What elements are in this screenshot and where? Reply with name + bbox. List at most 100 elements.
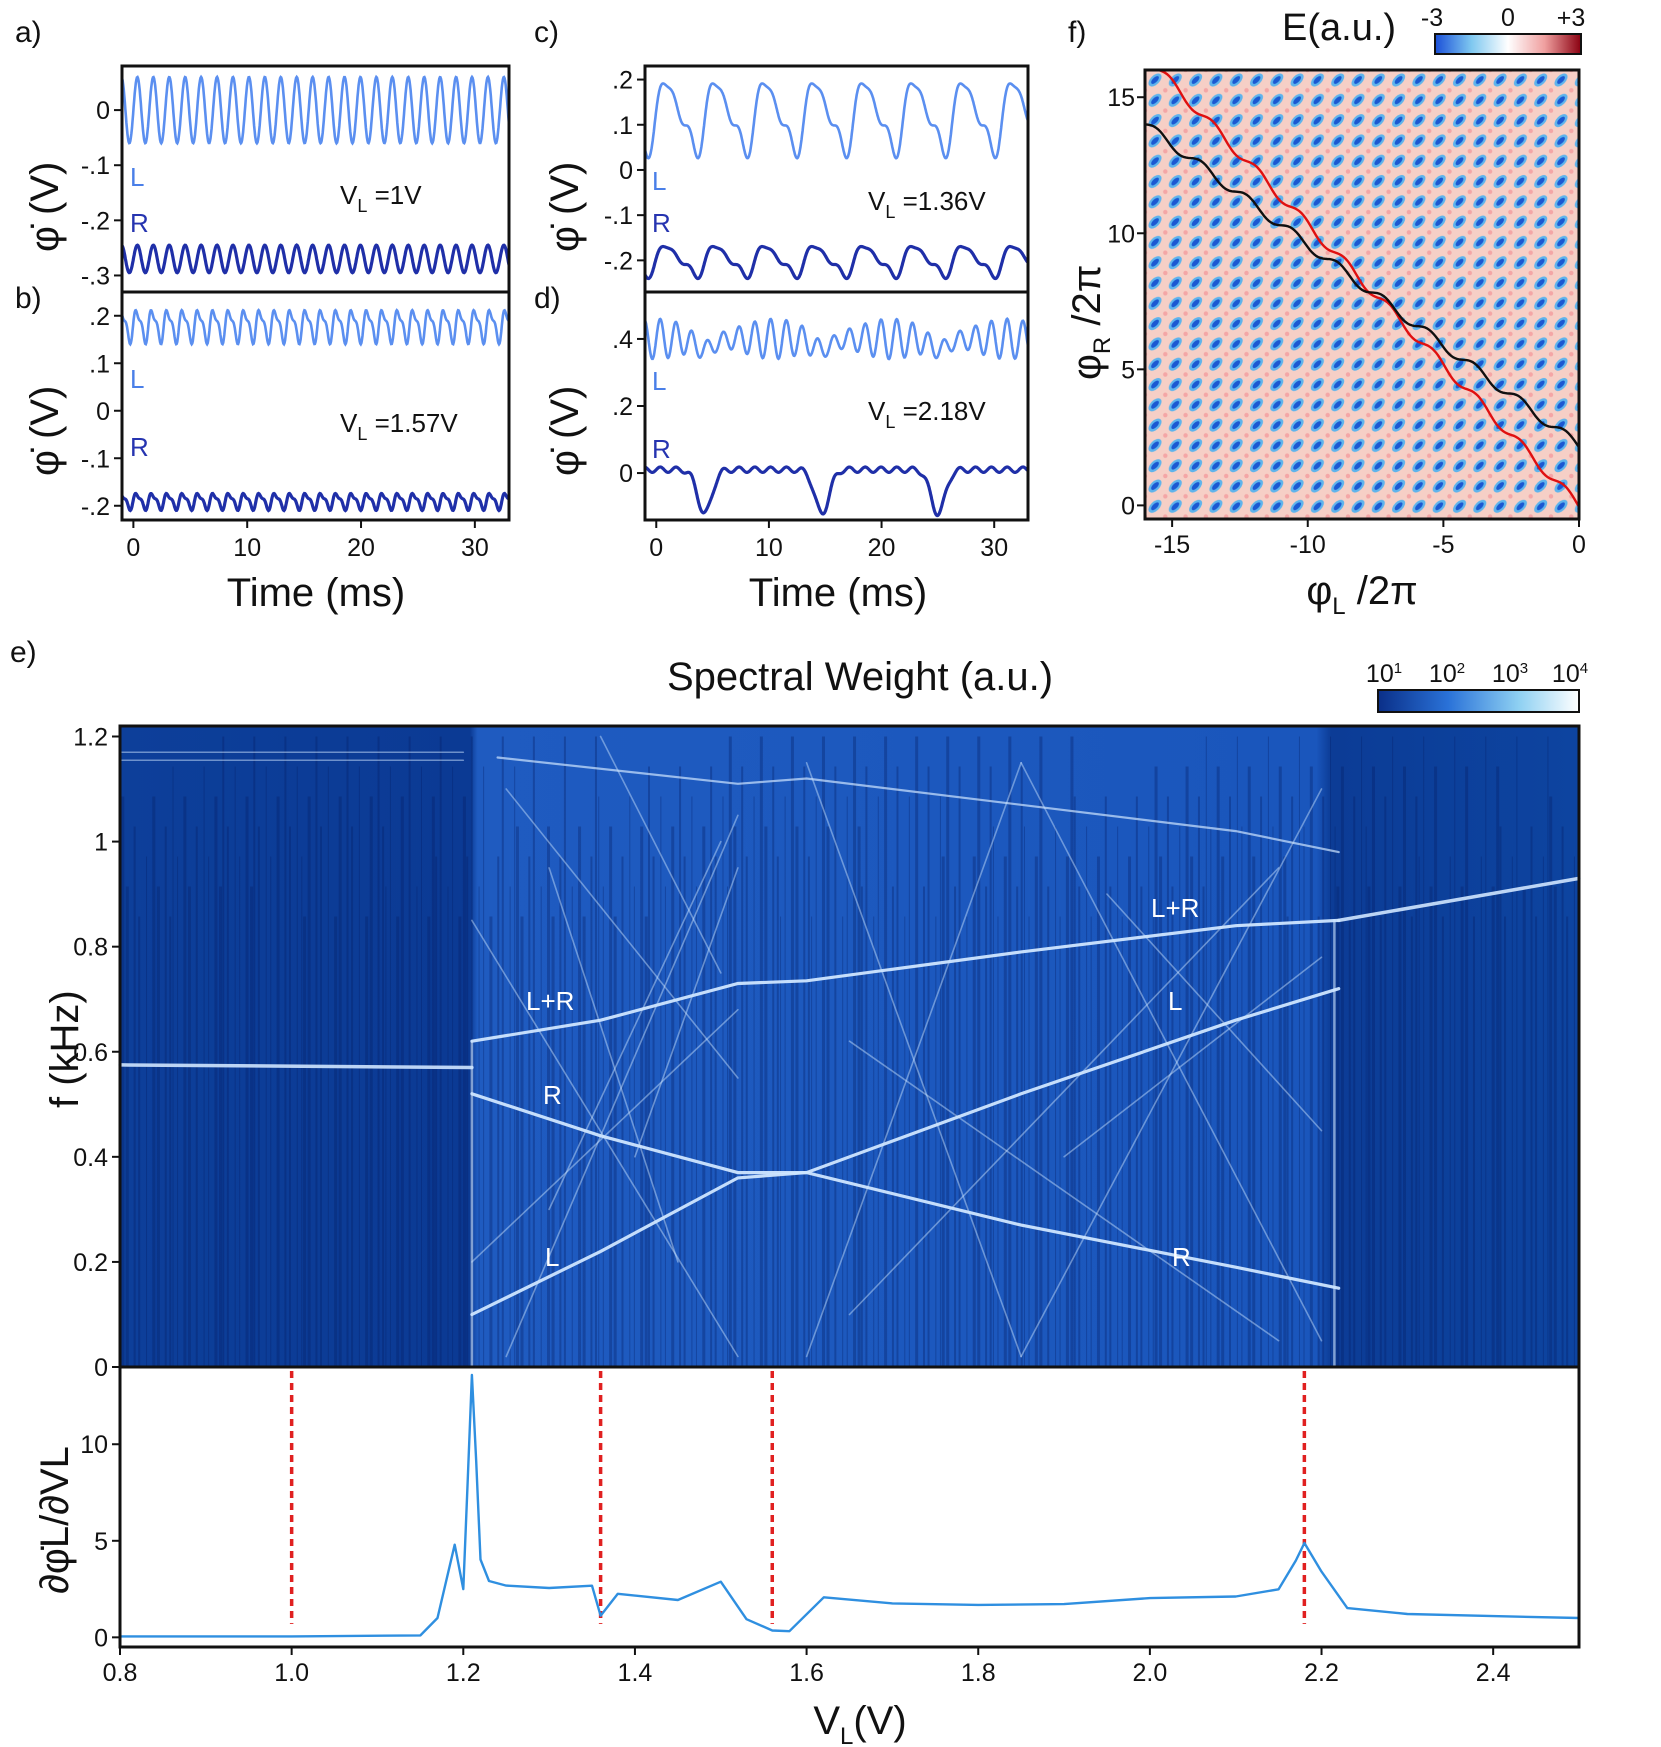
panel-f-xticks: -15 -10 -5 0	[1154, 519, 1586, 559]
panel-e-label: e)	[10, 636, 37, 669]
panel-b-vl-text: V	[340, 408, 358, 438]
ytick-label: .2	[612, 67, 633, 95]
panel-d-annot-L: L	[652, 366, 666, 396]
ytick-label: -.2	[604, 247, 633, 275]
spectral-line-secondary	[1106, 893, 1323, 1132]
panel-d-vl-val: =2.18V	[895, 396, 986, 426]
ytick-label: 0.8	[73, 934, 108, 962]
panel-a-vl-text: V	[340, 180, 358, 210]
xtick-label: 0	[1572, 531, 1586, 559]
panel-b-ylabel: φ̇ (V)	[23, 386, 67, 476]
xtick-label: 1.2	[446, 1659, 481, 1687]
panel-a-vl-val: =1V	[367, 180, 422, 210]
panel-f-ylabel-tail: /2π	[1065, 265, 1109, 337]
xtick-label: 1.0	[274, 1659, 309, 1687]
spectral-line-tone-high	[1336, 876, 1581, 923]
panel-d-xticks: 0 10 20 30	[649, 520, 1008, 562]
xtick-label: -15	[1154, 531, 1190, 559]
panel-f-cbar-tick: -3	[1421, 4, 1443, 32]
ytick-label: 15	[1107, 84, 1135, 112]
cbar-tick-base: 10	[1366, 660, 1394, 688]
panel-a-vl-annotation: VL =1V	[340, 180, 422, 216]
xtick-label: 30	[980, 534, 1008, 562]
panel-a-ylabel: φ̇ (V)	[23, 162, 67, 252]
panel-f-ylabel-main: φ	[1065, 354, 1109, 380]
panel-f-cbar-tick: +3	[1557, 4, 1586, 32]
panel-b: .2.10-.1-.2 0 10 20 30 L R VL =1.57V Time (…	[81, 290, 511, 615]
panel-a-annot-L: L	[130, 162, 144, 192]
xtick-label: 1.4	[618, 1659, 653, 1687]
spectral-line-secondary	[805, 762, 1022, 1358]
panel-a-traces	[120, 74, 511, 275]
panel-f-xlabel: φL /2π	[1306, 569, 1417, 620]
panel-e: 1.2 1 0.8 0.6 0.4 0.2 0 L+R R L L+R L R	[73, 724, 1581, 1382]
xtick-label: 30	[461, 534, 489, 562]
ytick-label: 0	[96, 398, 110, 426]
panel-c-vl-val: =1.36V	[895, 186, 986, 216]
ytick-label: .2	[612, 393, 633, 421]
panel-e-spectral-lines	[118, 735, 1581, 1369]
xtick-label: 20	[347, 534, 375, 562]
trace-R-b	[120, 491, 510, 513]
cbar-tick-base: 10	[1552, 660, 1580, 688]
xtick-label: 20	[868, 534, 896, 562]
panel-c-ylabel: φ̇ (V)	[543, 162, 587, 252]
panel-a-annot-R: R	[130, 208, 149, 238]
trace-L-b	[120, 308, 510, 347]
spectral-line-secondary	[848, 1040, 1280, 1342]
trace-R-c	[643, 244, 1030, 281]
panel-c-annot-R: R	[652, 208, 671, 238]
panel-e-colorbar	[1377, 689, 1580, 713]
panel-d: .4.20 0 10 20 30 L R VL =2.18V Time (ms)	[612, 290, 1030, 615]
ytick-label: 10	[1107, 220, 1135, 248]
panel-f-cbar-title: E(a.u.)	[1282, 7, 1396, 49]
spectral-line-secondary	[1020, 762, 1323, 1342]
ytick-label: 0.6	[73, 1039, 108, 1067]
panel-g-ylabel: ∂φ̇L/∂VL	[33, 1446, 77, 1594]
panel-b-label: b)	[15, 282, 42, 315]
panel-f-xlabel-main: φ	[1306, 569, 1332, 613]
spectral-line-secondary	[634, 867, 739, 1158]
panel-f-xlabel-sub: L	[1332, 593, 1345, 620]
spectral-line-secondary	[848, 867, 1280, 1316]
ytick-label: 5	[94, 1528, 108, 1556]
panel-b-traces	[120, 308, 510, 513]
panel-d-label: d)	[534, 282, 561, 315]
ytick-label: 0	[94, 1624, 108, 1652]
trace-L-d	[643, 317, 1030, 361]
ytick-label: -.1	[604, 202, 633, 230]
cbar-tick-label: 103	[1492, 660, 1528, 688]
ytick-label: 0	[619, 157, 633, 185]
panel-g-xticks: 0.8 1.0 1.2 1.4 1.6 1.8 2.0 2.2 2.4	[103, 1647, 1511, 1687]
spectral-line-secondary	[599, 735, 722, 974]
ytick-label: 10	[80, 1431, 108, 1459]
xtick-label: 0	[126, 534, 140, 562]
spectral-line-LR	[470, 918, 1341, 1043]
ytick-label: -.1	[81, 445, 110, 473]
ytick-label: 0.4	[73, 1144, 108, 1172]
panel-g-frame	[118, 1365, 1581, 1649]
panel-e-cbar-ticks: 101 102 103 104	[1366, 660, 1588, 688]
xtick-label: 0.8	[103, 1659, 138, 1687]
panel-g-curve-group	[120, 1371, 1580, 1638]
spectral-line-secondary	[548, 867, 679, 1263]
ytick-label: 5	[1121, 356, 1135, 384]
spectral-line-secondary	[1020, 788, 1323, 1358]
xtick-label: -10	[1290, 531, 1326, 559]
xtick-label: 2.2	[1304, 1659, 1339, 1687]
ytick-label: 1.2	[73, 724, 108, 752]
panel-g-xlabel-tail: (V)	[853, 1699, 906, 1743]
panel-f-label: f)	[1068, 16, 1086, 49]
panel-c: .2.10-.1-.2 L R VL =1.36V	[604, 64, 1030, 294]
spectral-line-secondary	[548, 840, 722, 1211]
trace-L-a	[120, 74, 511, 146]
spectral-line-secondary	[505, 788, 739, 1079]
panel-a: 0-.1-.2-.3 L R VL =1V	[81, 64, 511, 294]
ytick-label: 0	[1121, 492, 1135, 520]
panel-f-colorbar	[1434, 33, 1582, 55]
panel-g-xlabel-sub: L	[840, 1723, 853, 1747]
xtick-label: 1.8	[961, 1659, 996, 1687]
trace-R-d	[644, 465, 1030, 518]
ytick-label: 0	[94, 1354, 108, 1382]
